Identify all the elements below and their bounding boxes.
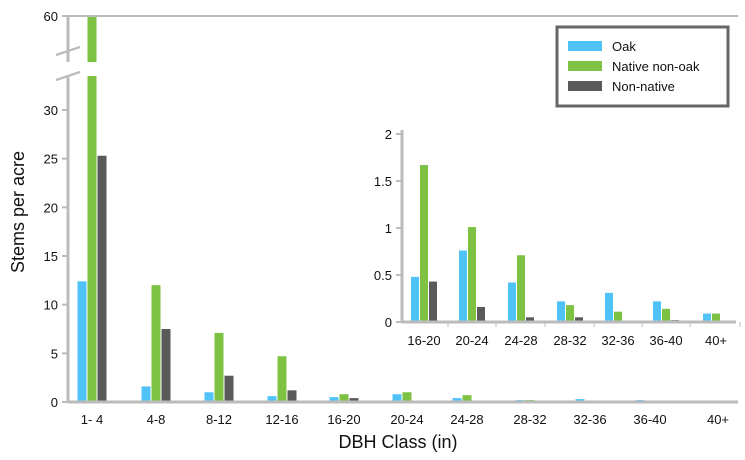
legend-items: Oak Native non-oak Non-native <box>568 39 700 94</box>
bar-non-native <box>224 375 234 402</box>
inset-y-tick-label: 1.5 <box>374 174 392 189</box>
legend-swatch <box>568 41 602 51</box>
inset-x-tick-label: 16-20 <box>407 333 440 348</box>
y-tick-label: 25 <box>44 152 58 167</box>
inset-background <box>356 116 736 354</box>
bar-native-non-oak <box>277 356 287 402</box>
y-break-gap <box>70 62 130 76</box>
main-axes <box>55 15 738 404</box>
y-axis-title: Stems per acre <box>8 151 28 273</box>
inset-bar-native-non-oak <box>662 308 670 322</box>
inset-bar-native-non-oak <box>712 313 720 322</box>
bar-native-non-oak <box>462 395 472 402</box>
inset-bar-oak <box>459 250 467 322</box>
bar-oak <box>204 392 214 402</box>
inset-axes <box>400 130 736 324</box>
inset-bar-non-native <box>477 306 485 322</box>
inset-bar-oak <box>653 301 661 322</box>
y-tick-label: 5 <box>51 346 58 361</box>
y-tick-label: 15 <box>44 249 58 264</box>
x-tick-label: 40+ <box>707 412 729 427</box>
y-axis-break-mark <box>55 71 81 81</box>
y-tick-label: 30 <box>44 103 58 118</box>
y-tick-label: 10 <box>44 298 58 313</box>
x-tick-label: 36-40 <box>633 412 666 427</box>
inset-bar-oak <box>557 301 565 322</box>
inset-x-tick-label: 28-32 <box>553 333 586 348</box>
inset-bar-oak <box>703 313 711 322</box>
bar-non-native <box>287 390 297 402</box>
x-axis-title: DBH Class (in) <box>338 432 457 452</box>
legend-label: Non-native <box>612 79 675 94</box>
inset-x-tick-label: 24-28 <box>504 333 537 348</box>
inset-bar-non-native <box>575 317 583 322</box>
y-axis-break-mark <box>55 46 81 56</box>
bar-native-non-oak <box>87 16 97 402</box>
inset-y-tick-label: 2 <box>385 127 392 142</box>
bar-non-native <box>349 398 359 402</box>
inset-x-tick-label: 40+ <box>705 333 727 348</box>
inset-x-tick-label: 36-40 <box>649 333 682 348</box>
inset-chart: 0 0.5 1 1.5 2 16-20 20-24 24-28 28-32 32-36 36-40… <box>356 116 741 354</box>
inset-x-tick-label: 32-36 <box>601 333 634 348</box>
bar-oak <box>77 281 87 402</box>
bar-native-non-oak <box>402 392 412 402</box>
inset-bar-native-non-oak <box>517 255 525 322</box>
inset-bar-non-native <box>526 317 534 322</box>
bar-oak <box>141 386 151 402</box>
y-tick-label: 0 <box>51 395 58 410</box>
inset-bar-oak <box>605 292 613 322</box>
inset-y-tick-label: 0.5 <box>374 268 392 283</box>
legend-label: Oak <box>612 39 636 54</box>
inset-bar-oak <box>508 282 516 322</box>
inset-y-tick-label: 1 <box>385 221 392 236</box>
bar-non-native <box>161 329 171 402</box>
y-tick-label: 20 <box>44 200 58 215</box>
main-y-ticks: 0 5 10 15 20 25 30 60 <box>44 9 68 410</box>
inset-bar-oak <box>411 276 419 322</box>
bar-oak <box>392 394 402 402</box>
legend-label: Native non-oak <box>612 59 700 74</box>
inset-bar-native-non-oak <box>468 227 476 322</box>
main-x-ticks: 1- 4 4-8 8-12 12-16 16-20 20-24 24-28 28-32 32-3… <box>81 412 729 427</box>
legend-swatch <box>568 81 602 91</box>
inset-y-tick-label: 0 <box>385 315 392 330</box>
bar-native-non-oak <box>339 394 349 402</box>
bar-oak <box>452 398 462 402</box>
bar-non-native <box>97 155 107 402</box>
x-tick-label: 1- 4 <box>81 412 103 427</box>
x-tick-label: 24-28 <box>450 412 483 427</box>
x-tick-label: 32-36 <box>573 412 606 427</box>
x-tick-label: 16-20 <box>327 412 360 427</box>
inset-x-tick-label: 20-24 <box>455 333 488 348</box>
bar-native-non-oak <box>214 332 224 402</box>
x-tick-label: 4-8 <box>147 412 166 427</box>
bar-oak <box>329 397 339 402</box>
x-tick-label: 28-32 <box>513 412 546 427</box>
x-tick-label: 20-24 <box>390 412 423 427</box>
inset-bar-native-non-oak <box>420 165 428 322</box>
bar-native-non-oak <box>151 285 161 402</box>
bar-oak <box>267 396 277 402</box>
legend-swatch <box>568 61 602 71</box>
inset-bar-native-non-oak <box>614 311 622 322</box>
x-tick-label: 12-16 <box>265 412 298 427</box>
y-tick-label: 60 <box>44 9 58 24</box>
inset-y-ticks: 0 0.5 1 1.5 2 <box>374 127 402 330</box>
inset-bars <box>411 165 720 322</box>
inset-bar-non-native <box>429 281 437 322</box>
legend: Oak Native non-oak Non-native <box>555 25 730 108</box>
x-tick-label: 8-12 <box>206 412 232 427</box>
inset-bar-native-non-oak <box>566 305 574 322</box>
inset-x-ticks: 16-20 20-24 24-28 28-32 32-36 36-40 40+ <box>407 322 741 348</box>
